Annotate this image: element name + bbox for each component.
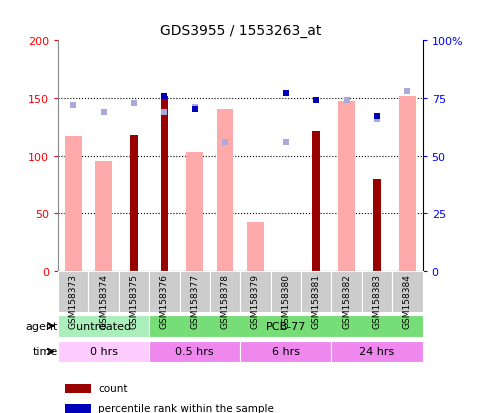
Text: GSM158380: GSM158380 bbox=[282, 273, 290, 328]
Text: percentile rank within the sample: percentile rank within the sample bbox=[98, 403, 274, 413]
FancyBboxPatch shape bbox=[392, 271, 423, 312]
FancyBboxPatch shape bbox=[270, 271, 301, 312]
Bar bbox=[160, 97, 168, 271]
Text: GSM158375: GSM158375 bbox=[129, 273, 139, 328]
Text: time: time bbox=[33, 347, 58, 356]
Bar bbox=[186, 153, 203, 271]
Bar bbox=[247, 223, 264, 271]
Title: GDS3955 / 1553263_at: GDS3955 / 1553263_at bbox=[159, 24, 321, 38]
Text: GSM158383: GSM158383 bbox=[372, 273, 382, 328]
FancyBboxPatch shape bbox=[119, 271, 149, 312]
Text: PCB-77: PCB-77 bbox=[266, 321, 306, 331]
FancyBboxPatch shape bbox=[301, 271, 331, 312]
FancyBboxPatch shape bbox=[362, 271, 392, 312]
Bar bbox=[95, 162, 112, 271]
Bar bbox=[331, 341, 423, 362]
Text: GSM158381: GSM158381 bbox=[312, 273, 321, 328]
Bar bbox=[399, 97, 416, 271]
Text: 24 hrs: 24 hrs bbox=[359, 347, 395, 356]
FancyBboxPatch shape bbox=[88, 271, 119, 312]
Text: GSM158373: GSM158373 bbox=[69, 273, 78, 328]
Text: 0.5 hrs: 0.5 hrs bbox=[175, 347, 214, 356]
Text: GSM158378: GSM158378 bbox=[221, 273, 229, 328]
FancyBboxPatch shape bbox=[241, 271, 270, 312]
Text: agent: agent bbox=[26, 321, 58, 331]
Bar bbox=[149, 341, 241, 362]
Bar bbox=[338, 102, 355, 271]
Text: 6 hrs: 6 hrs bbox=[272, 347, 300, 356]
Bar bbox=[58, 341, 149, 362]
Bar bbox=[313, 132, 320, 271]
Bar bbox=[65, 404, 91, 413]
Text: untreated: untreated bbox=[76, 321, 131, 331]
Bar bbox=[373, 179, 381, 271]
FancyBboxPatch shape bbox=[58, 271, 88, 312]
Text: GSM158377: GSM158377 bbox=[190, 273, 199, 328]
FancyBboxPatch shape bbox=[180, 271, 210, 312]
FancyBboxPatch shape bbox=[331, 271, 362, 312]
Bar bbox=[241, 341, 331, 362]
FancyBboxPatch shape bbox=[149, 271, 180, 312]
Bar bbox=[217, 110, 233, 271]
Text: GSM158379: GSM158379 bbox=[251, 273, 260, 328]
Bar bbox=[58, 315, 149, 337]
FancyBboxPatch shape bbox=[210, 271, 241, 312]
Bar bbox=[130, 135, 138, 271]
Text: GSM158376: GSM158376 bbox=[160, 273, 169, 328]
Text: count: count bbox=[98, 383, 128, 393]
Bar bbox=[65, 384, 91, 393]
Text: GSM158384: GSM158384 bbox=[403, 273, 412, 328]
Text: GSM158374: GSM158374 bbox=[99, 273, 108, 328]
Bar bbox=[149, 315, 423, 337]
Text: GSM158382: GSM158382 bbox=[342, 273, 351, 328]
Text: 0 hrs: 0 hrs bbox=[89, 347, 117, 356]
Bar bbox=[65, 137, 82, 271]
